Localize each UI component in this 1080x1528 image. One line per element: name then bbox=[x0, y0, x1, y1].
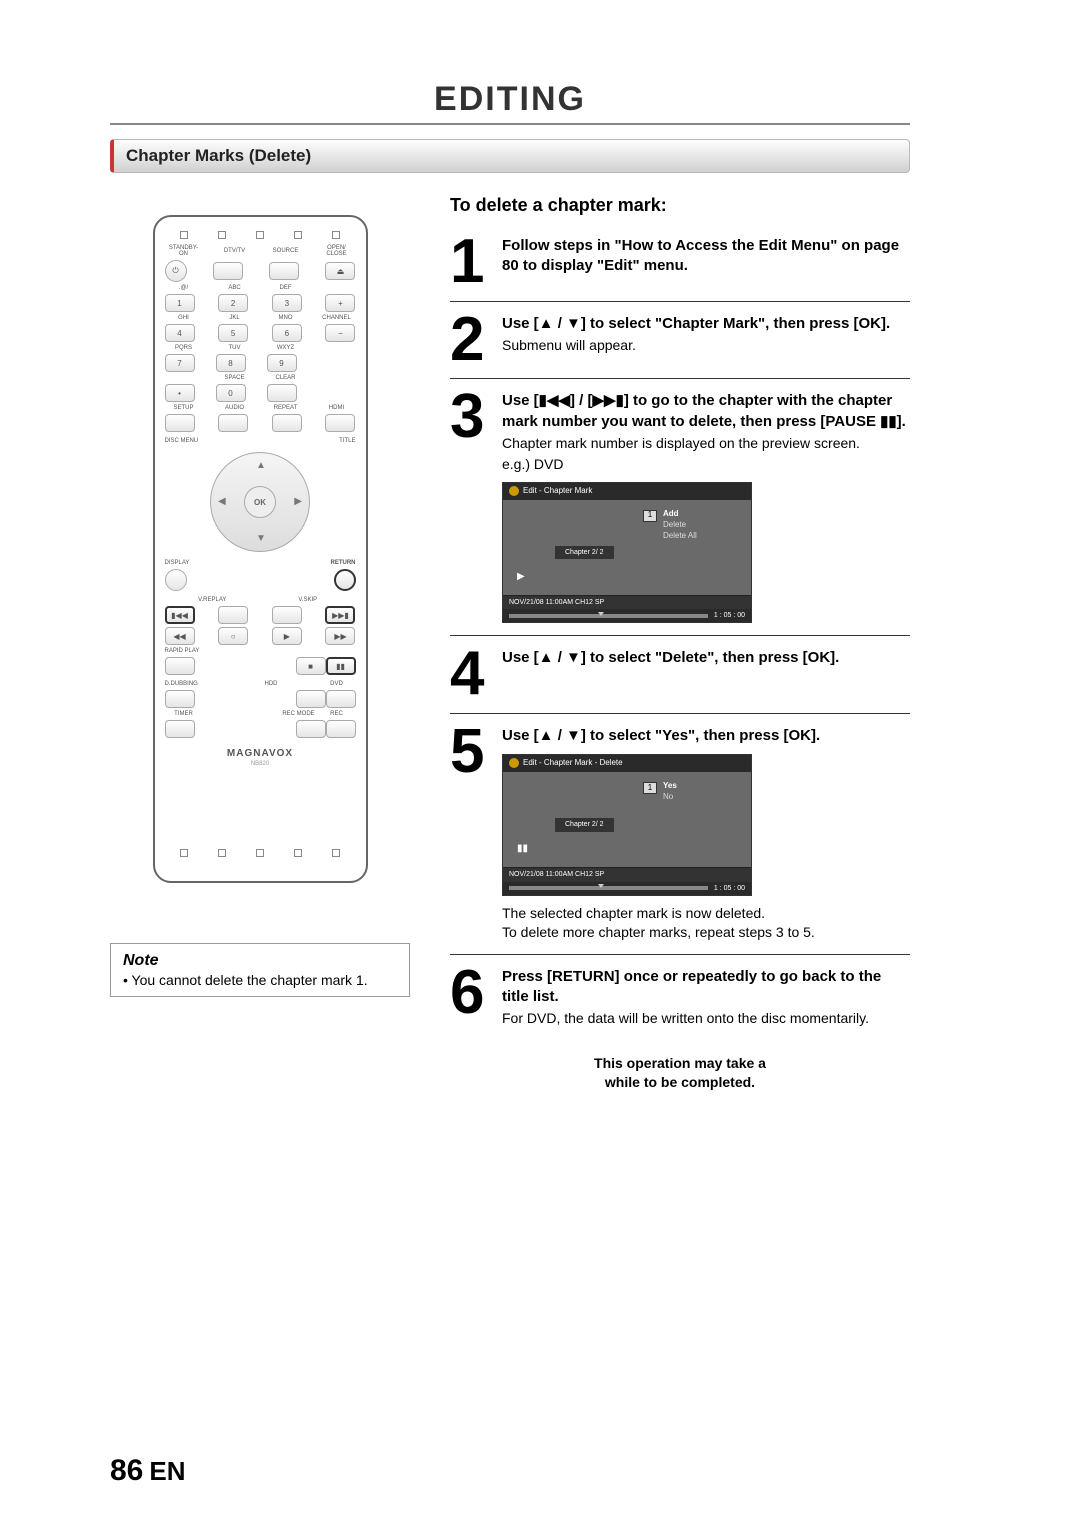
key-4: 4 bbox=[165, 324, 195, 342]
step2-bold: Use [▲ / ▼] to select "Chapter Mark", th… bbox=[502, 315, 890, 332]
step-4: 4 Use [▲ / ▼] to select "Delete", then p… bbox=[450, 648, 910, 714]
step3-sub1: Chapter mark number is displayed on the … bbox=[502, 434, 910, 453]
step2-sub: Submenu will appear. bbox=[502, 336, 910, 355]
open-close-button: ⏏ bbox=[325, 262, 355, 280]
title-rule bbox=[110, 123, 910, 125]
step-6: 6 Press [RETURN] once or repeatedly to g… bbox=[450, 967, 910, 1040]
skip-back-button: ▮◀◀ bbox=[165, 606, 195, 624]
step-number: 5 bbox=[450, 726, 494, 942]
step-number: 4 bbox=[450, 648, 494, 701]
page-title: EDITING bbox=[110, 80, 910, 123]
note-title: Note bbox=[123, 952, 397, 970]
rec-button bbox=[326, 720, 356, 738]
key-0: 0 bbox=[216, 384, 246, 402]
step3-sub2: e.g.) DVD bbox=[502, 455, 910, 474]
dub-button bbox=[165, 690, 195, 708]
pause-button: ▮▮ bbox=[326, 657, 356, 675]
dvd-button bbox=[326, 690, 356, 708]
timer-button bbox=[165, 720, 195, 738]
hdd-button bbox=[296, 690, 326, 708]
note-text: • You cannot delete the chapter mark 1. bbox=[123, 972, 397, 988]
instructions-subtitle: To delete a chapter mark: bbox=[450, 195, 910, 216]
source-button bbox=[269, 262, 299, 280]
step6-bold: Press [RETURN] once or repeatedly to go … bbox=[502, 968, 881, 1005]
note-box: Note • You cannot delete the chapter mar… bbox=[110, 943, 410, 997]
step-number: 2 bbox=[450, 314, 494, 367]
channel-down: − bbox=[325, 324, 355, 342]
osd-screenshot-1: Edit - Chapter Mark 1 Add Delete Delete … bbox=[502, 482, 752, 624]
hdmi-button bbox=[325, 414, 355, 432]
key-clear bbox=[267, 384, 297, 402]
standby-button: ⏻ bbox=[165, 260, 187, 282]
step1-text: Follow steps in "How to Access the Edit … bbox=[502, 237, 899, 274]
return-button bbox=[334, 569, 356, 591]
ffwd-button: ▶▶ bbox=[325, 627, 355, 645]
step-number: 6 bbox=[450, 967, 494, 1028]
rew-button: ◀◀ bbox=[165, 627, 195, 645]
skip-fwd-button: ▶▶▮ bbox=[325, 606, 355, 624]
dtvtv-button bbox=[213, 262, 243, 280]
step6-sub: For DVD, the data will be written onto t… bbox=[502, 1009, 910, 1028]
page-number: 86EN bbox=[110, 1454, 186, 1488]
step-number: 3 bbox=[450, 391, 494, 623]
recmode-button bbox=[296, 720, 326, 738]
step5-after2: To delete more chapter marks, repeat ste… bbox=[502, 923, 910, 942]
setup-button bbox=[165, 414, 195, 432]
key-1: 1 bbox=[165, 294, 195, 312]
vreplay-button bbox=[218, 606, 248, 624]
vskip-button bbox=[272, 606, 302, 624]
rapid-button bbox=[165, 657, 195, 675]
section-bar: Chapter Marks (Delete) bbox=[110, 139, 910, 173]
play-button: ▶ bbox=[272, 627, 302, 645]
step-1: 1 Follow steps in "How to Access the Edi… bbox=[450, 236, 910, 302]
stop-button: ○ bbox=[218, 627, 248, 645]
stop2-button: ■ bbox=[296, 657, 326, 675]
step-3: 3 Use [▮◀◀] / [▶▶▮] to go to the chapter… bbox=[450, 391, 910, 636]
key-dot: • bbox=[165, 384, 195, 402]
key-9: 9 bbox=[267, 354, 297, 372]
key-6: 6 bbox=[272, 324, 302, 342]
warning-text: This operation may take a while to be co… bbox=[450, 1054, 910, 1090]
channel-up: + bbox=[325, 294, 355, 312]
key-8: 8 bbox=[216, 354, 246, 372]
key-7: 7 bbox=[165, 354, 195, 372]
step3-bold: Use [▮◀◀] / [▶▶▮] to go to the chapter w… bbox=[502, 392, 906, 429]
display-button bbox=[165, 569, 187, 591]
step5-bold: Use [▲ / ▼] to select "Yes", then press … bbox=[502, 727, 820, 744]
osd-screenshot-2: Edit - Chapter Mark - Delete 1 Yes No Ch… bbox=[502, 754, 752, 896]
step-2: 2 Use [▲ / ▼] to select "Chapter Mark", … bbox=[450, 314, 910, 380]
remote-diagram: STANDBY-ON DTV/TV SOURCE OPEN/ CLOSE ⏻ ⏏… bbox=[153, 215, 368, 883]
step-5: 5 Use [▲ / ▼] to select "Yes", then pres… bbox=[450, 726, 910, 955]
key-3: 3 bbox=[272, 294, 302, 312]
repeat-button bbox=[272, 414, 302, 432]
key-2: 2 bbox=[218, 294, 248, 312]
step5-after1: The selected chapter mark is now deleted… bbox=[502, 904, 910, 923]
step-number: 1 bbox=[450, 236, 494, 289]
key-5: 5 bbox=[218, 324, 248, 342]
remote-brand: MAGNAVOX bbox=[165, 748, 356, 759]
step4-bold: Use [▲ / ▼] to select "Delete", then pre… bbox=[502, 649, 839, 666]
audio-button bbox=[218, 414, 248, 432]
ok-button: OK bbox=[244, 486, 276, 518]
dpad: ▲ ▼ ◀ ▶ OK bbox=[210, 452, 310, 552]
